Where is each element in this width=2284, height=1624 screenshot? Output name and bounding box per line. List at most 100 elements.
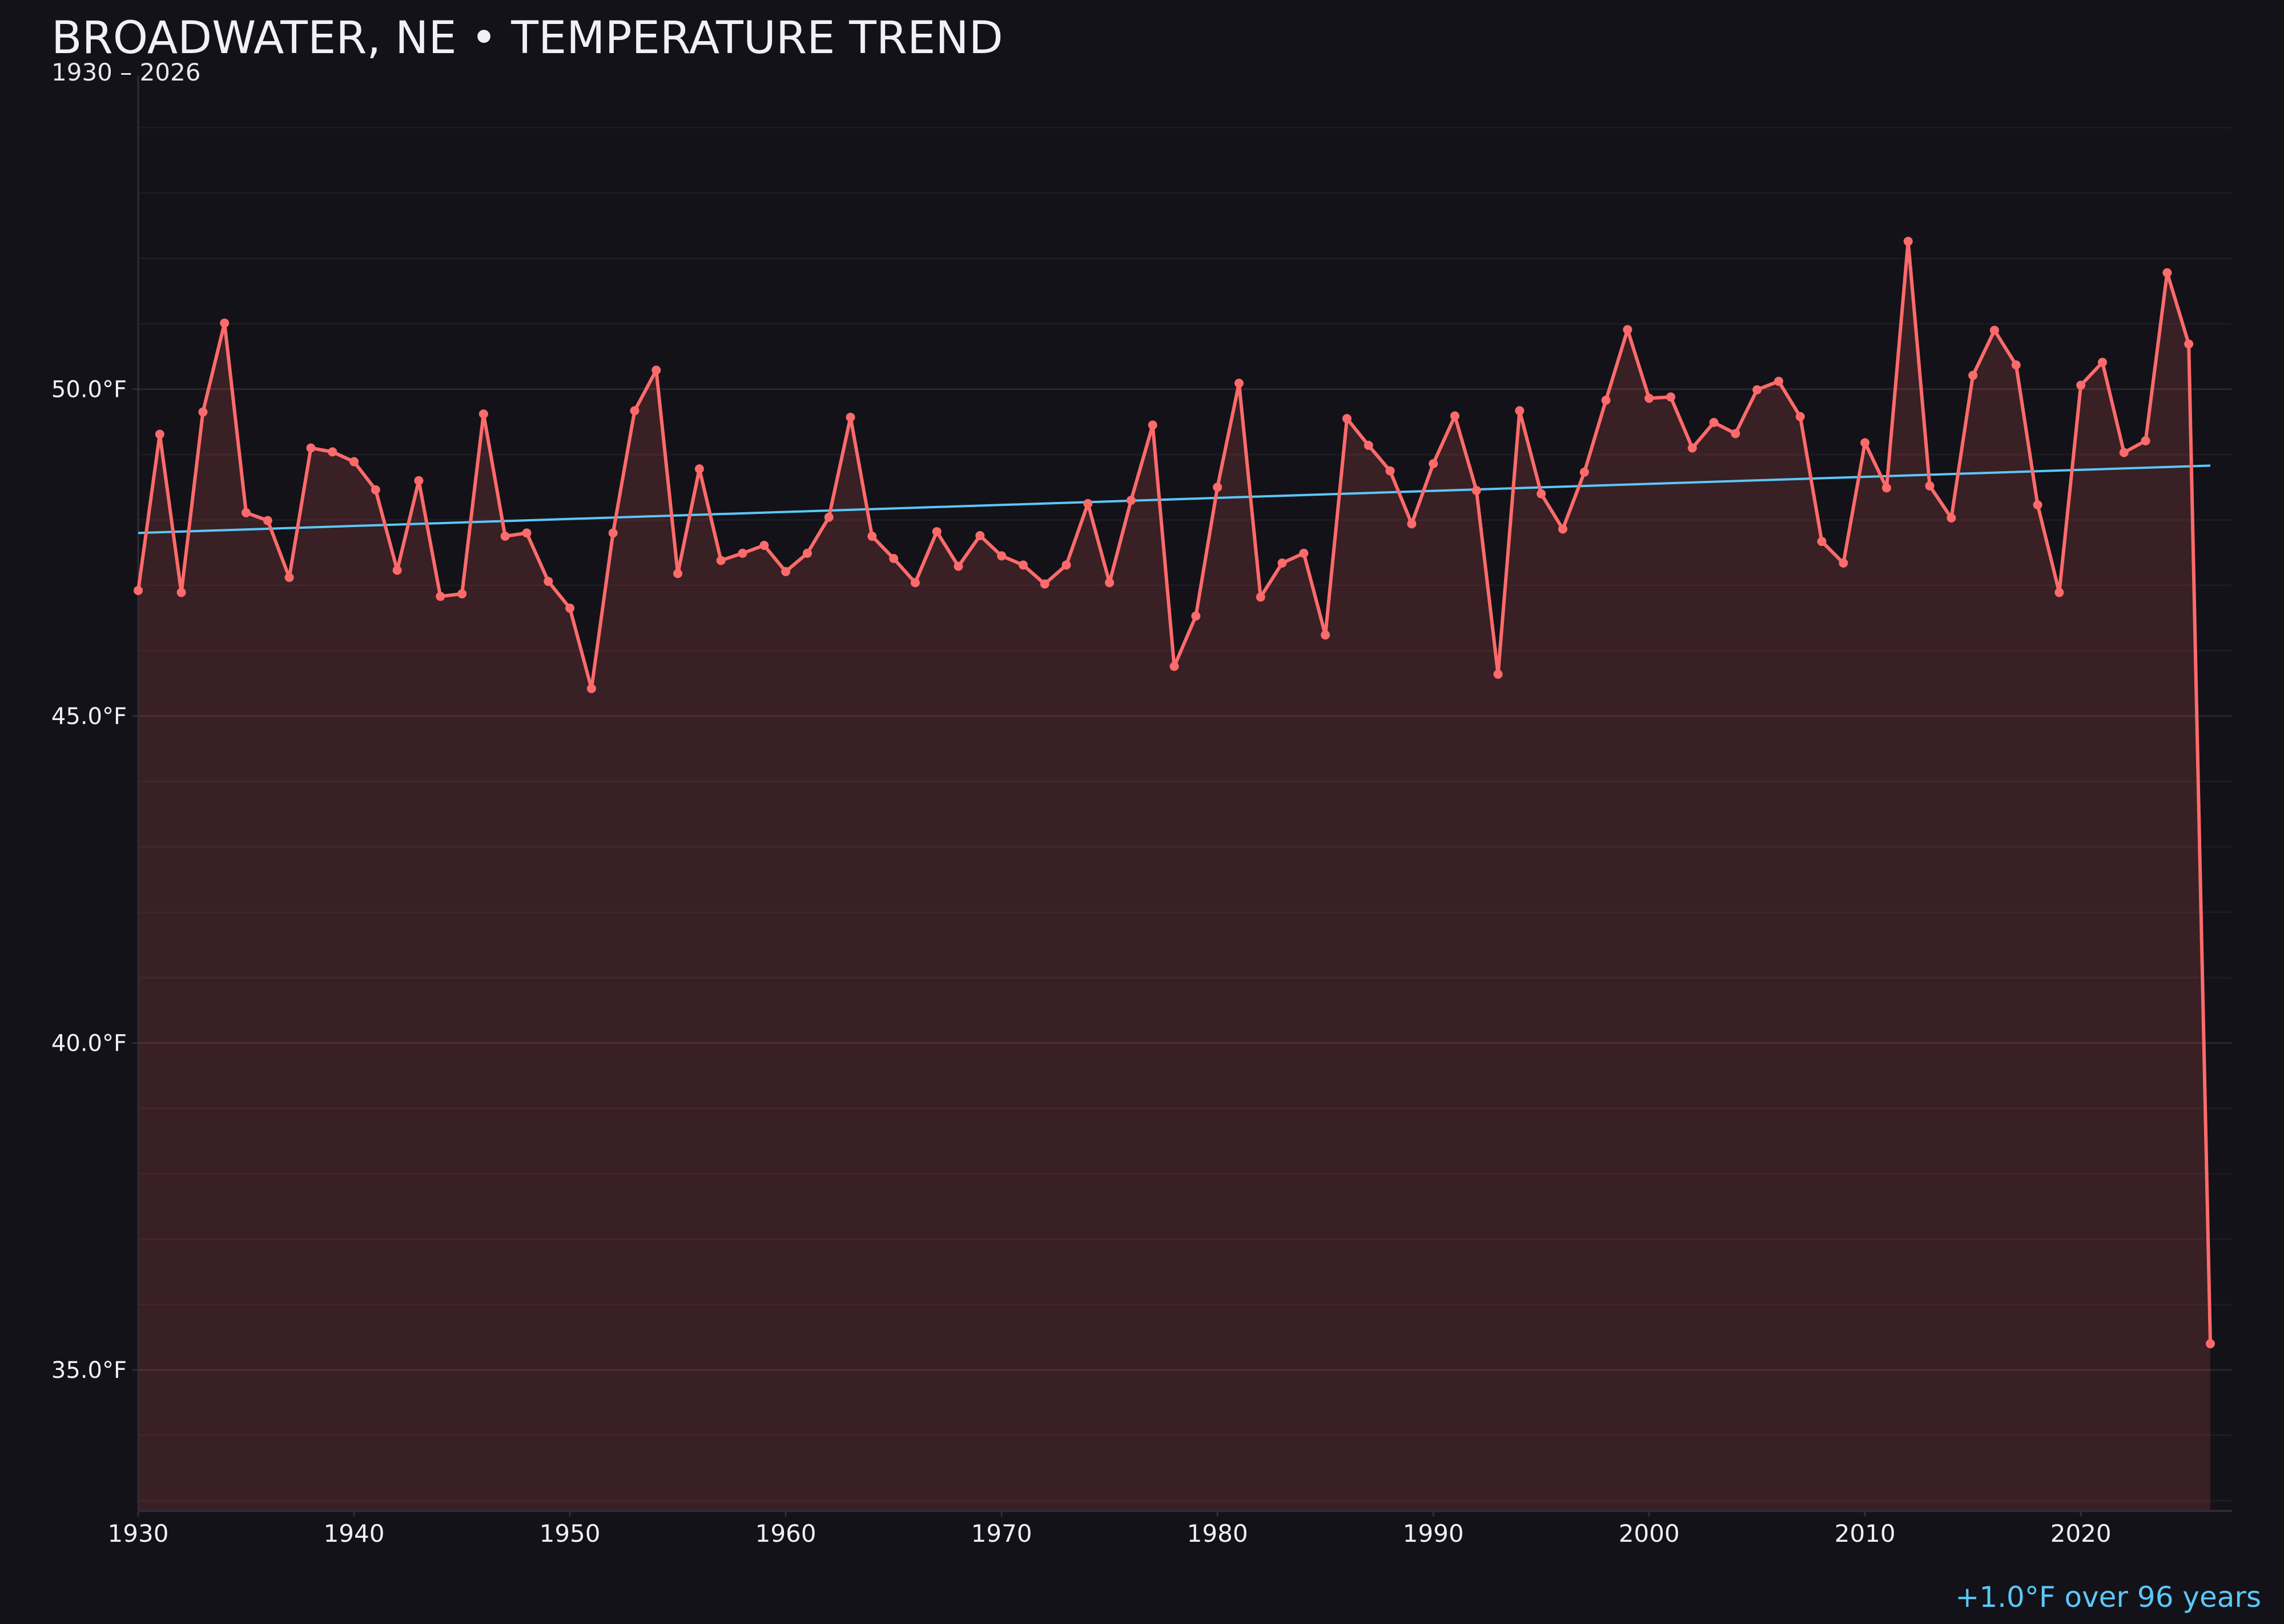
x-tick-label: 1960 xyxy=(755,1520,817,1547)
data-point xyxy=(2184,339,2194,349)
data-point xyxy=(673,569,683,578)
data-point xyxy=(997,551,1007,561)
data-point xyxy=(1666,392,1675,402)
data-point xyxy=(802,548,812,558)
data-point xyxy=(932,527,942,537)
data-point xyxy=(1601,395,1611,405)
data-point xyxy=(392,565,402,575)
data-point xyxy=(1213,483,1223,492)
data-point xyxy=(1364,440,1373,450)
data-point xyxy=(414,476,424,485)
data-point xyxy=(1558,524,1567,534)
data-point xyxy=(1148,420,1157,430)
data-point xyxy=(1169,661,1179,671)
y-axis-labels: 35.0°F 40.0°F 45.0°F 50.0°F xyxy=(51,376,138,1384)
x-axis-labels: 1930 1940 1950 1960 1970 1980 1990 2000 2010 2020 xyxy=(108,1511,2112,1547)
major-gridlines xyxy=(138,388,2232,1371)
data-point xyxy=(1774,376,1783,386)
x-tick-label: 1980 xyxy=(1187,1520,1248,1547)
data-point xyxy=(1105,578,1115,588)
chart-axes xyxy=(137,76,2232,1512)
trend-line xyxy=(138,464,2211,534)
data-point xyxy=(738,548,747,558)
y-tick-label: 35.0°F xyxy=(51,1357,127,1384)
data-point xyxy=(1191,611,1201,621)
data-point xyxy=(586,684,596,693)
data-point xyxy=(652,365,661,375)
y-tick-label: 40.0°F xyxy=(51,1030,127,1056)
data-point xyxy=(846,412,855,422)
data-point xyxy=(889,554,899,564)
data-point xyxy=(1040,579,1049,589)
data-point xyxy=(2011,360,2021,370)
data-point xyxy=(1860,438,1870,448)
data-point xyxy=(478,409,488,419)
data-point xyxy=(220,318,230,328)
data-point xyxy=(284,573,294,582)
data-point xyxy=(1321,630,1330,640)
x-tick-label: 1970 xyxy=(971,1520,1032,1547)
data-point xyxy=(306,443,316,453)
y-tick-label: 45.0°F xyxy=(51,704,127,730)
chart-title: BROADWATER, NE • TEMPERATURE TREND xyxy=(51,13,1003,64)
data-point xyxy=(910,578,920,588)
data-point xyxy=(371,485,380,495)
data-point xyxy=(1989,325,1999,335)
data-point xyxy=(565,604,575,613)
y-tick-label: 50.0°F xyxy=(51,376,127,403)
data-point xyxy=(1947,513,1956,523)
data-point xyxy=(2206,1339,2215,1349)
data-point xyxy=(328,447,337,457)
data-point xyxy=(1925,481,1935,491)
data-point xyxy=(694,464,704,474)
data-point xyxy=(242,508,251,517)
data-point xyxy=(1429,459,1438,468)
data-point xyxy=(2119,448,2129,457)
x-tick-label: 1950 xyxy=(540,1520,601,1547)
data-point xyxy=(1018,560,1028,570)
minor-gridlines xyxy=(138,126,2232,1502)
temperature-area-fill xyxy=(138,241,2210,1510)
data-point xyxy=(1407,519,1417,529)
data-point xyxy=(349,457,359,467)
chart-subtitle: 1930 – 2026 xyxy=(51,58,201,86)
data-point xyxy=(867,532,877,541)
data-point xyxy=(2162,268,2172,278)
x-tick-label: 1990 xyxy=(1403,1520,1464,1547)
data-point xyxy=(1515,406,1525,416)
data-point xyxy=(1623,325,1632,335)
data-point xyxy=(1493,669,1503,679)
data-point xyxy=(176,588,186,597)
data-point xyxy=(1752,385,1762,395)
data-point xyxy=(1881,483,1891,493)
data-point xyxy=(500,532,510,541)
data-point xyxy=(457,589,467,598)
data-point xyxy=(1234,379,1244,388)
data-point xyxy=(436,592,445,601)
data-point xyxy=(630,406,640,416)
data-point xyxy=(1256,592,1265,602)
data-point xyxy=(954,561,963,571)
data-point xyxy=(1083,499,1093,508)
data-point xyxy=(198,407,208,417)
data-point xyxy=(975,530,985,540)
data-point xyxy=(1731,429,1740,439)
data-point xyxy=(2141,436,2150,445)
data-point xyxy=(1579,467,1589,477)
data-point xyxy=(1687,443,1697,453)
data-point xyxy=(1126,496,1136,505)
x-tick-label: 1930 xyxy=(108,1520,169,1547)
data-point-markers xyxy=(134,236,2215,1349)
data-point xyxy=(2097,357,2107,367)
data-point xyxy=(1839,558,1848,568)
x-tick-label: 2010 xyxy=(1835,1520,1896,1547)
data-point xyxy=(781,566,791,576)
data-point xyxy=(1471,485,1481,495)
data-point xyxy=(134,586,143,596)
data-point xyxy=(2054,588,2064,597)
data-point xyxy=(1299,548,1309,558)
data-point xyxy=(522,528,532,538)
data-point xyxy=(1968,371,1978,380)
data-point xyxy=(1537,489,1546,499)
